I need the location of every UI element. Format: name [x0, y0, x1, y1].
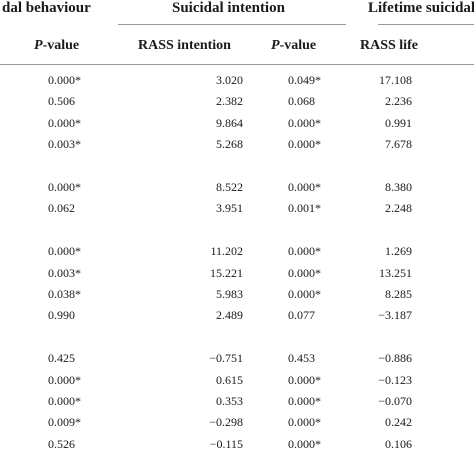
table-cell: 0.000*	[288, 415, 321, 430]
table-cell: 0.106	[385, 436, 412, 451]
table-cell: 0.001*	[288, 201, 321, 216]
table-cell: 11.202	[210, 244, 243, 259]
table-cell: 0.038*	[48, 287, 81, 301]
table-cell: −0.886	[378, 351, 412, 366]
table-cell: 0.000*	[48, 73, 81, 87]
column-header: RASS life	[360, 38, 418, 53]
table-cell: −0.298	[209, 415, 243, 430]
table-cell: 0.000*	[48, 372, 81, 387]
table-cell: 8.285	[385, 287, 412, 301]
table-cell: −0.070	[378, 394, 412, 408]
column-header: P-value	[271, 38, 317, 53]
table-cell: 5.983	[216, 287, 243, 301]
table-cell: 0.425	[48, 351, 75, 366]
table-cell: −3.187	[378, 308, 412, 323]
table-cell: 2.248	[385, 201, 412, 216]
table-cell: 0.000*	[288, 265, 321, 280]
table-cell: 0.000*	[288, 115, 321, 130]
group-rule	[378, 24, 474, 25]
table-cell: 2.236	[385, 94, 412, 109]
table-cell: 0.000*	[288, 180, 321, 194]
table-cell: 9.864	[216, 115, 243, 130]
table-cell: 3.020	[216, 73, 243, 87]
table-cell: 0.000*	[288, 372, 321, 387]
table-cell: 0.068	[288, 94, 315, 109]
table-cell: 0.000*	[288, 436, 321, 451]
table-cell: 2.382	[216, 94, 243, 109]
table-cell: 0.453	[288, 351, 315, 366]
table-cell: 0.000*	[48, 180, 81, 194]
column-header: RASS intention	[138, 38, 231, 53]
table-cell: 3.951	[216, 201, 243, 216]
table-cell: 8.380	[385, 180, 412, 194]
table-cell: 0.353	[216, 394, 243, 408]
table-cell: 0.000*	[288, 394, 321, 408]
table-cell: 0.000*	[288, 287, 321, 301]
group-header: dal behaviour	[2, 0, 91, 16]
table-cell: 0.000*	[48, 115, 81, 130]
table-cell: 0.990	[48, 308, 75, 323]
table-cell: 0.003*	[48, 137, 81, 152]
table-cell: 0.062	[48, 201, 75, 216]
table-cell: 0.000*	[288, 244, 321, 259]
column-header: P-value	[34, 38, 80, 53]
table-cell: −0.751	[209, 351, 243, 366]
table-cell: −0.123	[378, 372, 412, 387]
table-cell: 0.077	[288, 308, 315, 323]
table-cell: 0.000*	[48, 394, 81, 408]
table-cell: 0.009*	[48, 415, 81, 430]
group-header: Suicidal intention	[172, 0, 285, 16]
table-cell: 0.615	[216, 372, 243, 387]
table-cell: 1.269	[385, 244, 412, 259]
table-cell: 0.000*	[288, 137, 321, 152]
table-cell: 0.049*	[288, 73, 321, 87]
table-cell: 0.991	[385, 115, 412, 130]
table-cell: 5.268	[216, 137, 243, 152]
table-cell: 7.678	[385, 137, 412, 152]
table-cell: 2.489	[216, 308, 243, 323]
table-cell: 0.242	[385, 415, 412, 430]
group-rule	[118, 24, 346, 25]
table-cell: 0.506	[48, 94, 75, 109]
table-cell: 0.003*	[48, 265, 81, 280]
group-header: Lifetime suicidal	[368, 0, 474, 16]
table-cell: 15.221	[210, 265, 243, 280]
table-cell: 17.108	[379, 73, 412, 87]
header-rule	[0, 64, 474, 65]
table-cell: 13.251	[379, 265, 412, 280]
table-cell: −0.115	[209, 436, 243, 451]
table-cell: 0.526	[48, 436, 75, 451]
table-cell: 0.000*	[48, 244, 81, 259]
table-cell: 8.522	[216, 180, 243, 194]
